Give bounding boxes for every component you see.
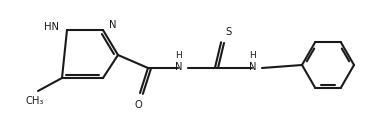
Text: S: S [225,27,231,37]
Text: N: N [175,62,183,72]
Text: CH₃: CH₃ [26,96,44,106]
Text: N: N [249,62,257,72]
Text: HN: HN [44,22,59,32]
Text: H: H [176,51,182,60]
Text: N: N [109,20,116,30]
Text: H: H [250,51,256,60]
Text: O: O [134,100,142,110]
